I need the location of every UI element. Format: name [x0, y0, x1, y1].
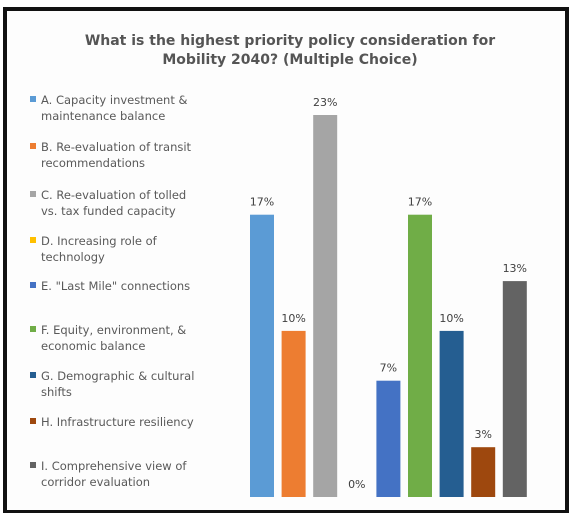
legend-label-line: E. "Last Mile" connections: [41, 279, 191, 293]
legend-swatch: [30, 462, 36, 468]
data-label: 17%: [408, 196, 432, 209]
legend-label-line: D. Increasing role of: [41, 234, 157, 248]
legend-label: F. Equity, environment, & economic balanc…: [41, 322, 186, 354]
data-label: 17%: [250, 196, 274, 209]
legend-label: D. Increasing role of technology: [41, 233, 157, 265]
data-label: 13%: [503, 262, 527, 275]
legend-label-line: recommendations: [41, 156, 146, 170]
legend-label-line: I. Comprehensive view of: [41, 459, 187, 473]
legend-item: I. Comprehensive view of corridor evaluat…: [30, 458, 250, 490]
legend-item: G. Demographic & cultural shifts: [30, 368, 250, 400]
legend-label-line: H. Infrastructure resiliency: [41, 415, 194, 429]
data-label: 10%: [439, 312, 463, 325]
legend-label: B. Re-evaluation of transit recommendatio…: [41, 139, 191, 171]
legend-label: E. "Last Mile" connections: [41, 278, 190, 294]
legend-label-line: corridor evaluation: [41, 475, 151, 489]
legend-swatch: [30, 326, 36, 332]
legend-swatch: [30, 282, 36, 288]
legend-item: D. Increasing role of technology: [30, 233, 250, 265]
legend-swatch: [30, 372, 36, 378]
legend-label-line: G. Demographic & cultural: [41, 369, 195, 383]
legend-label-line: vs. tax funded capacity: [41, 204, 176, 218]
legend-label: C. Re-evaluation of tolled vs. tax funded…: [41, 187, 186, 219]
bar: [471, 447, 496, 497]
legend-label-line: economic balance: [41, 339, 146, 353]
legend-label-line: maintenance balance: [41, 109, 166, 123]
data-label: 10%: [281, 312, 305, 325]
data-label: 7%: [380, 362, 397, 375]
legend-label-line: F. Equity, environment, &: [41, 323, 187, 337]
legend-label-line: technology: [41, 250, 105, 264]
bar: [439, 330, 464, 497]
legend-swatch: [30, 237, 36, 243]
legend-item: F. Equity, environment, & economic balanc…: [30, 322, 250, 354]
legend-label-line: A. Capacity investment &: [41, 93, 188, 107]
data-label: 23%: [313, 96, 337, 109]
legend-swatch: [30, 96, 36, 102]
legend-swatch: [30, 143, 36, 149]
legend-label-line: shifts: [41, 385, 72, 399]
legend-label-line: C. Re-evaluation of tolled: [41, 188, 187, 202]
legend-label: A. Capacity investment & maintenance bala…: [41, 92, 187, 124]
bar: [376, 380, 401, 497]
bar: [281, 330, 306, 497]
bar: [408, 214, 432, 497]
legend-swatch: [30, 191, 36, 197]
chart-title: What is the highest priority policy cons…: [84, 33, 496, 68]
legend-item: A. Capacity investment & maintenance bala…: [30, 92, 250, 124]
bar: [502, 281, 527, 497]
legend-label-line: B. Re-evaluation of transit: [41, 140, 192, 154]
bar: [313, 115, 338, 497]
legend-label: G. Demographic & cultural shifts: [41, 368, 194, 400]
legend-item: B. Re-evaluation of transit recommendatio…: [30, 139, 250, 171]
legend-item: E. "Last Mile" connections: [30, 278, 250, 294]
bar: [250, 214, 274, 497]
legend-item: H. Infrastructure resiliency: [30, 414, 250, 430]
legend-swatch: [30, 418, 36, 424]
legend-label: I. Comprehensive view of corridor evaluat…: [41, 458, 186, 490]
legend-label: H. Infrastructure resiliency: [41, 414, 194, 430]
data-label: 3%: [474, 428, 491, 441]
data-label: 0%: [348, 478, 365, 491]
legend-item: C. Re-evaluation of tolled vs. tax funded…: [30, 187, 250, 219]
